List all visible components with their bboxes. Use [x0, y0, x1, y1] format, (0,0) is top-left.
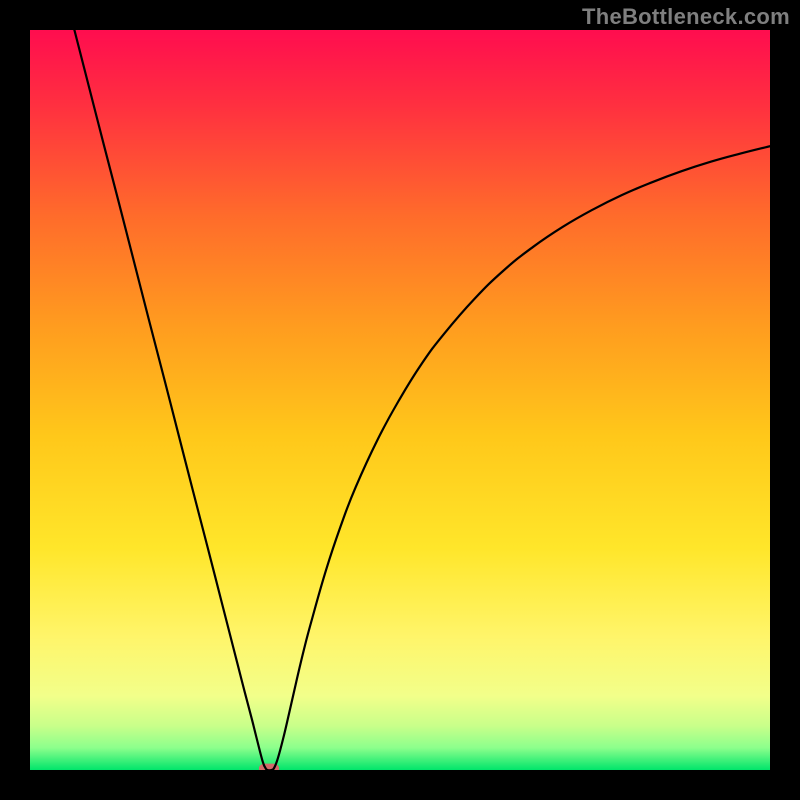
- chart-frame: TheBottleneck.com: [0, 0, 800, 800]
- chart-svg: [30, 30, 770, 770]
- plot-area: [30, 30, 770, 770]
- watermark-text: TheBottleneck.com: [582, 4, 790, 30]
